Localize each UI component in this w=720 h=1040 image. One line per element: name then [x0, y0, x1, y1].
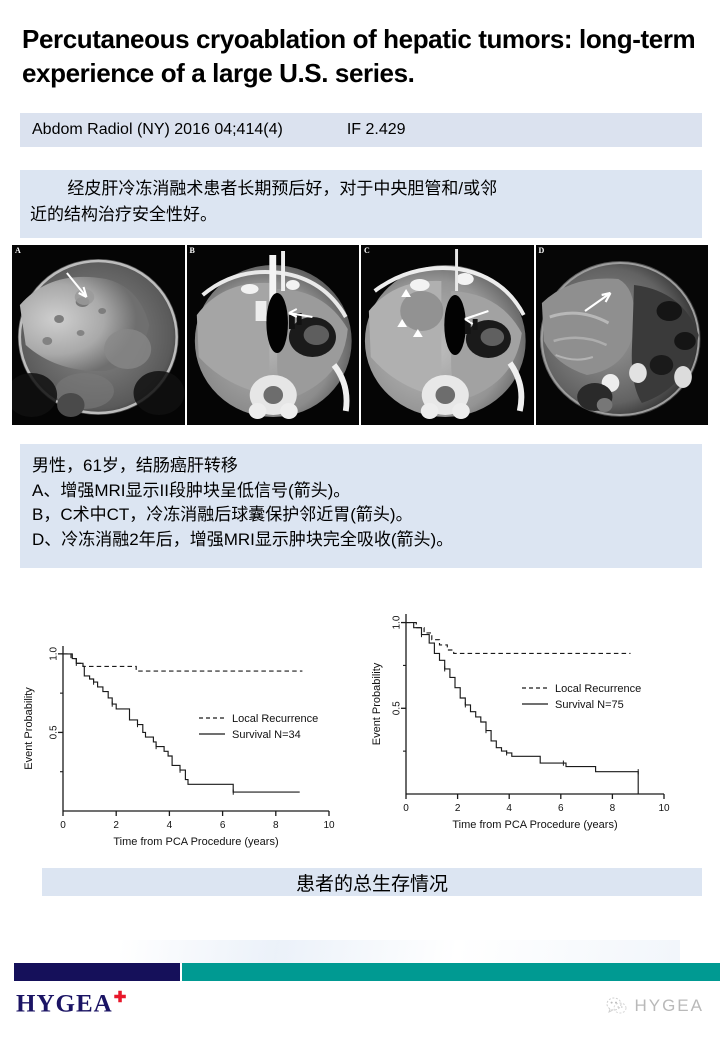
svg-text:Survival N=75: Survival N=75 [555, 699, 624, 711]
svg-text:0: 0 [403, 803, 409, 814]
findings-line-3: B，C术中CT，冷冻消融后球囊保护邻近胃(箭头)。 [32, 505, 413, 525]
red-cross-icon: ✚ [113, 990, 128, 1006]
svg-text:10: 10 [658, 803, 670, 814]
findings-box: 男性，61岁，结肠癌肝转移 A、增强MRI显示II段肿块呈低信号(箭头)。 B，… [20, 444, 702, 568]
ct-panel-b: B [186, 245, 359, 425]
panel-a-image [12, 245, 185, 425]
svg-text:2: 2 [455, 803, 461, 814]
panel-letter-a: A [15, 246, 21, 255]
panel-b-image [186, 245, 359, 425]
svg-text:6: 6 [558, 803, 564, 814]
panel-d-image [535, 245, 708, 425]
kaplan-meier-chart-right: 0 2 4 6 8 10 0.5 1.0 Time from PCA Procedure (ye… [372, 596, 702, 846]
svg-text:4: 4 [506, 803, 512, 814]
wechat-watermark: HYGEA [606, 996, 704, 1016]
svg-text:8: 8 [610, 803, 616, 814]
footer-wash [120, 940, 680, 964]
svg-text:0: 0 [60, 820, 66, 831]
chart-right-svg: 0 2 4 6 8 10 0.5 1.0 Time from PCA Procedure (ye… [372, 614, 670, 831]
svg-text:2: 2 [113, 820, 119, 831]
panel-letter-b: B [189, 246, 195, 255]
journal-citation: Abdom Radiol (NY) 2016 04;414(4) [32, 121, 283, 138]
brand-logo: HYGEA✚ [16, 988, 127, 1018]
svg-text:Time from PCA Procedure (years: Time from PCA Procedure (years) [452, 819, 617, 831]
figure-caption-bar: 患者的总生存情况 [42, 868, 702, 896]
wechat-icon [606, 997, 627, 1014]
mri-panel-a: A [12, 245, 185, 425]
svg-text:0.5: 0.5 [392, 701, 403, 715]
arrow-a [66, 272, 88, 298]
abstract-box: 经皮肝冷冻消融术患者长期预后好，对于中央胆管和/或邻 近的结构治疗安全性好。 [20, 170, 702, 238]
svg-text:1.0: 1.0 [49, 646, 60, 660]
abstract-line-2: 近的结构治疗安全性好。 [30, 205, 217, 225]
arrowheads-c [397, 289, 423, 337]
svg-text:8: 8 [273, 820, 279, 831]
findings-line-4: D、冷冻消融2年后，增强MRI显示肿块完全吸收(箭头)。 [32, 529, 454, 549]
wechat-label: HYGEA [634, 996, 704, 1015]
panel-letter-c: C [364, 246, 370, 255]
figure-image-strip: A [12, 245, 708, 425]
arrow-b [287, 308, 313, 318]
findings-line-2: A、增强MRI显示II段肿块呈低信号(箭头)。 [32, 480, 351, 500]
chart-left-svg: 0 2 4 6 8 10 0.5 1.0 Time from PCA Procedure (ye… [23, 646, 335, 848]
findings-line-1: 男性，61岁，结肠癌肝转移 [32, 456, 238, 475]
footer-accent-navy [14, 963, 180, 981]
svg-text:Event Probability: Event Probability [23, 687, 35, 770]
svg-text:1.0: 1.0 [392, 615, 403, 629]
mri-panel-d: D [535, 245, 708, 425]
arrow-c [464, 310, 489, 325]
brand-logo-text: HYGEA [16, 990, 113, 1018]
svg-text:4: 4 [167, 820, 173, 831]
kaplan-meier-chart-left: 0 2 4 6 8 10 0.5 1.0 Time from PCA Procedure (ye… [14, 600, 364, 870]
svg-text:0.5: 0.5 [49, 725, 60, 739]
svg-text:6: 6 [220, 820, 226, 831]
arrow-d [583, 291, 611, 312]
panel-letter-d: D [538, 246, 545, 255]
svg-text:Survival N=34: Survival N=34 [232, 729, 301, 741]
abstract-line-1: 经皮肝冷冻消融术患者长期预后好，对于中央胆管和/或邻 [67, 179, 498, 198]
journal-bar: Abdom Radiol (NY) 2016 04;414(4) IF 2.42… [20, 113, 702, 147]
svg-text:Time from PCA Procedure (years: Time from PCA Procedure (years) [113, 836, 278, 848]
svg-text:Local Recurrence: Local Recurrence [232, 713, 318, 725]
svg-text:Event Probability: Event Probability [372, 662, 383, 745]
page-title: Percutaneous cryoablation of hepatic tum… [22, 24, 696, 89]
ct-panel-c: C [361, 245, 534, 425]
panel-c-image [361, 245, 534, 425]
svg-text:10: 10 [323, 820, 335, 831]
journal-impact-factor: IF 2.429 [346, 121, 406, 138]
svg-text:Local Recurrence: Local Recurrence [555, 683, 641, 695]
figure-caption-text: 患者的总生存情况 [295, 873, 448, 895]
footer-accent-teal [182, 963, 720, 981]
